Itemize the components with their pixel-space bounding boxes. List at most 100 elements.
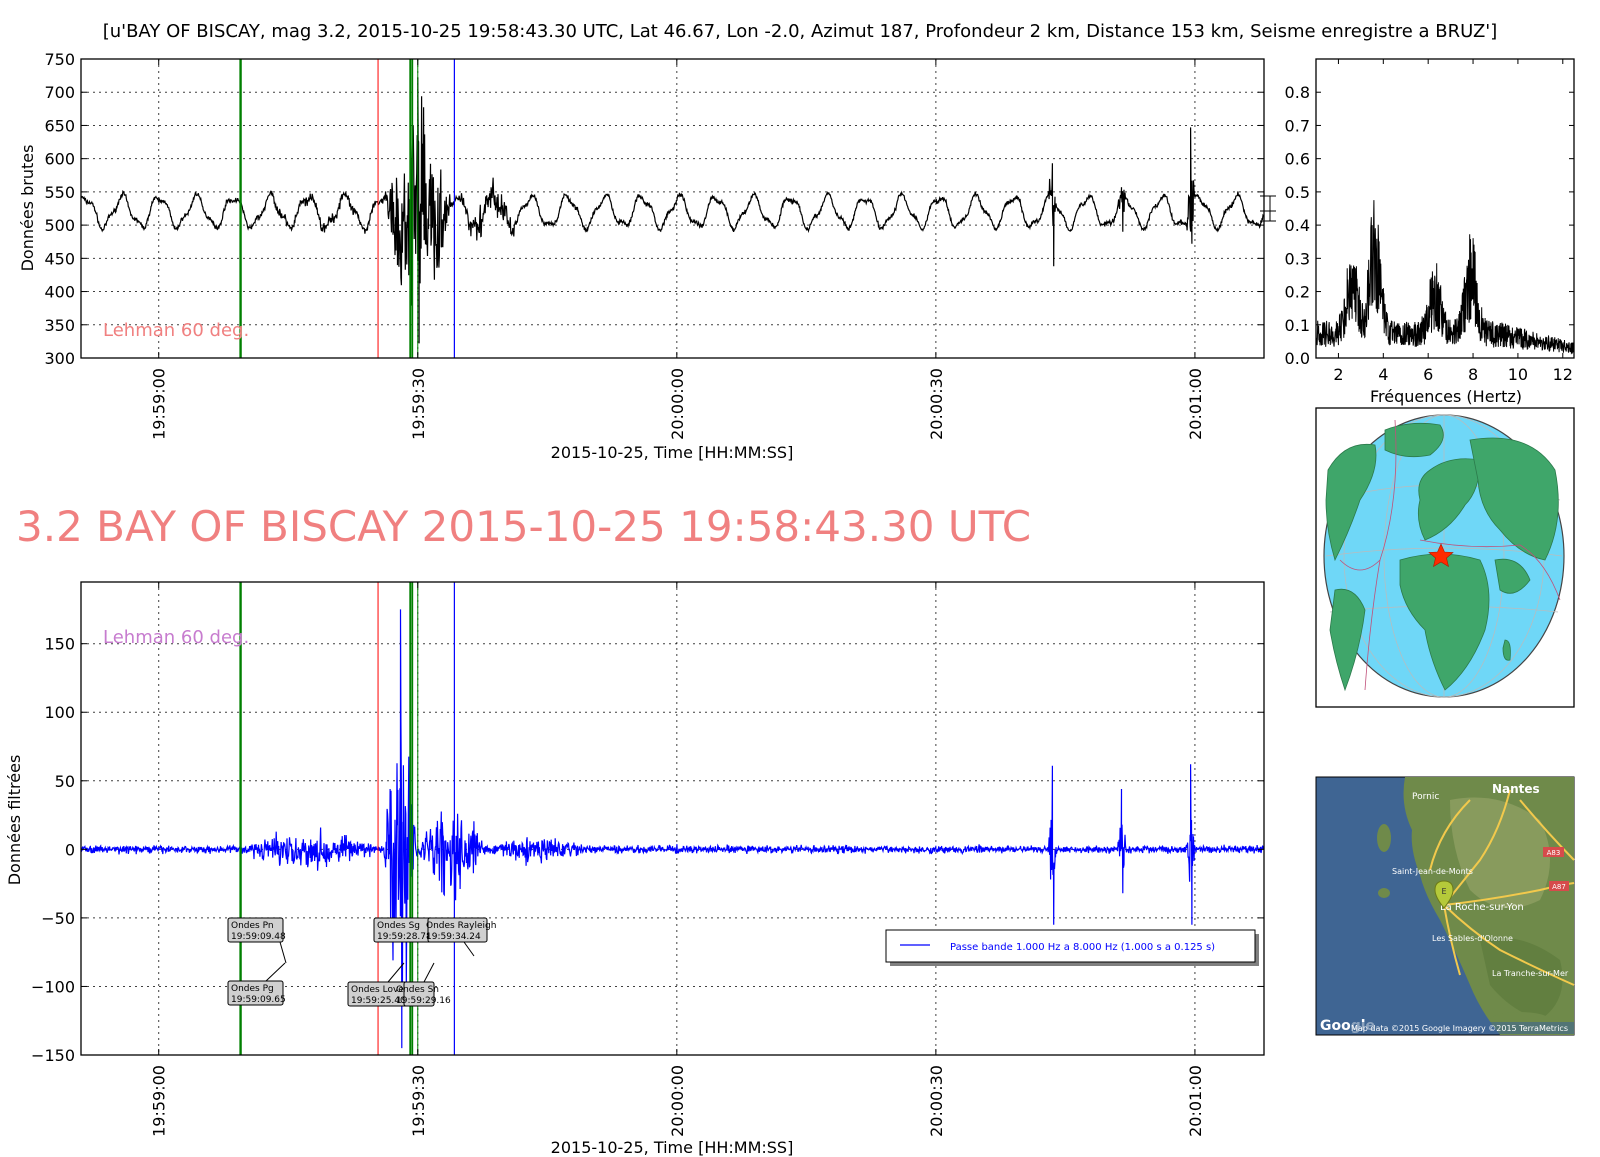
y-tick-label: 300 [44, 349, 75, 368]
phase-label-time: 19:59:34.24 [426, 932, 481, 942]
phase-label-title: Ondes Sg [377, 921, 420, 931]
map-land-patch [1450, 797, 1550, 908]
phase-label-love: Ondes Love 19:59:25.40 [347, 962, 409, 1007]
map-place-label: Les Sables-d'Olonne [1432, 934, 1513, 943]
phase-arrow [387, 962, 405, 983]
map-land-patch [1480, 937, 1563, 1020]
spectrum-x-axis-label: Fréquences (Hertz) [1370, 387, 1522, 406]
phase-label-title: Ondes Sn [396, 985, 439, 995]
x-tick-label: 19:59:00 [150, 1065, 169, 1137]
map-road-shield [1543, 847, 1564, 857]
phase-label-box [227, 980, 284, 1006]
map-island [1377, 824, 1391, 852]
map-place-labels: Pornic Nantes Saint-Jean-de-Monts La Roc… [1392, 782, 1569, 978]
raw-y-axis-label: Données brutes [18, 145, 37, 272]
x-tick-label: 4 [1378, 365, 1388, 384]
y-tick-label: −50 [41, 909, 75, 928]
filtered-data-panel: −150 −100 −50 0 50 100 150 19:59:00 19:59:30 20:… [5, 581, 1265, 1157]
filtered-legend: Passe bande 1.000 Hz a 8.000 Hz (1.000 s… [885, 929, 1259, 966]
legend-box [885, 929, 1256, 963]
phase-annotations: Ondes Pn 19:59:09.48 Ondes Pg 19:59:09.6… [227, 917, 496, 1007]
phase-label-sn: Ondes Sn 19:59:29.16 [396, 962, 451, 1007]
phase-label-box [227, 917, 284, 943]
map-place-label: Saint-Jean-de-Monts [1392, 867, 1473, 876]
filtered-plot-frame [80, 581, 1265, 1056]
globe-plate-boundaries [1339, 419, 1561, 691]
x-tick-label: 20:01:00 [1186, 368, 1205, 440]
x-tick-label: 8 [1468, 365, 1478, 384]
raw-phase-lines [239, 59, 455, 358]
x-tick-label: 6 [1423, 365, 1433, 384]
map-roads [1429, 789, 1575, 986]
y-tick-label: 100 [44, 703, 75, 722]
x-tick-label: 20:00:00 [668, 1065, 687, 1137]
raw-x-axis: 19:59:00 19:59:30 20:00:00 20:00:30 20:01:00 [150, 59, 1205, 440]
phase-label-rayleigh: Ondes Rayleigh 19:59:34.24 [426, 917, 496, 957]
phase-label-time: 19:59:09.48 [231, 932, 286, 942]
y-tick-label: 750 [44, 50, 75, 69]
y-tick-label: 450 [44, 249, 75, 268]
map-place-label: Nantes [1492, 782, 1540, 796]
event-headline: 3.2 BAY OF BISCAY 2015-10-25 19:58:43.30… [16, 502, 1031, 551]
x-tick-label: 10 [1508, 365, 1528, 384]
filtered-phase-lines [239, 582, 455, 1055]
x-tick-label: 20:00:30 [927, 368, 946, 440]
y-tick-label: −100 [31, 977, 75, 996]
filtered-y-axis: −150 −100 −50 0 50 100 150 [31, 635, 1264, 1065]
y-tick-label: 700 [44, 83, 75, 102]
phase-label-title: Ondes Love [351, 985, 404, 995]
raw-plot-frame [80, 58, 1265, 359]
phase-label-pn: Ondes Pn 19:59:09.48 [227, 917, 287, 964]
spectrum-line [1315, 200, 1575, 355]
map-pin-icon[interactable]: E [1434, 880, 1454, 909]
x-tick-label: 19:59:30 [409, 1065, 428, 1137]
y-tick-label: 400 [44, 283, 75, 302]
map-road-label: A87 [1552, 883, 1566, 891]
map-attribution-bg [1350, 1022, 1574, 1034]
raw-trace-line [80, 77, 1265, 344]
y-tick-label: 0.1 [1285, 316, 1310, 335]
raw-x-axis-label: 2015-10-25, Time [HH:MM:SS] [551, 443, 794, 462]
x-tick-label: 12 [1553, 365, 1573, 384]
y-tick-label: 350 [44, 316, 75, 335]
local-satellite-map[interactable]: A83 A87 Pornic Nantes Saint-Jean-de-Mont… [1315, 776, 1575, 1036]
raw-y-axis: 300 350 400 450 500 550 600 650 700 750 [44, 50, 1264, 368]
phase-label-title: Ondes Pn [231, 921, 274, 931]
figure-title: [u'BAY OF BISCAY, mag 3.2, 2015-10-25 19… [103, 21, 1498, 42]
y-tick-label: 0.6 [1285, 150, 1310, 169]
raw-lehman-annotation: Lehman 60 deg. [103, 320, 249, 341]
map-pin-label: E [1441, 887, 1446, 896]
map-place-label: Pornic [1412, 792, 1439, 802]
spectrum-panel: 0.0 0.1 0.2 0.3 0.4 0.5 0.6 0.7 0.8 2 4 6 8 10 12 Fré… [1285, 58, 1575, 406]
phase-label-time: 19:59:09.65 [231, 995, 286, 1005]
phase-arrow [265, 962, 286, 982]
spectrum-plot-frame [1315, 58, 1575, 359]
map-road-shield [1549, 881, 1569, 891]
y-tick-label: 550 [44, 183, 75, 202]
phase-label-time: 19:59:28.78 [377, 932, 432, 942]
filtered-y-axis-label: Données filtrées [5, 755, 24, 886]
spectrum-y-axis: 0.0 0.1 0.2 0.3 0.4 0.5 0.6 0.7 0.8 [1285, 83, 1574, 368]
y-tick-label: 500 [44, 216, 75, 235]
filtered-x-axis: 19:59:00 19:59:30 20:00:00 20:00:30 20:01:00 [150, 582, 1205, 1137]
phase-label-time: 19:59:25.40 [351, 996, 406, 1006]
y-tick-label: 50 [55, 772, 75, 791]
x-tick-label: 19:59:30 [409, 368, 428, 440]
phase-label-sg: Ondes Sg 19:59:28.78 [373, 917, 435, 943]
y-tick-label: 0 [65, 840, 75, 859]
y-tick-label: 0.3 [1285, 249, 1310, 268]
world-globe-map [1315, 407, 1575, 708]
epicenter-star-icon [1428, 543, 1454, 568]
y-tick-label: 650 [44, 116, 75, 135]
map-attribution: Map data ©2015 Google Imagery ©2015 Terr… [1351, 1024, 1568, 1033]
filtered-x-axis-label: 2015-10-25, Time [HH:MM:SS] [551, 1138, 794, 1157]
y-tick-label: 0.8 [1285, 83, 1310, 102]
y-tick-label: 0.7 [1285, 116, 1310, 135]
map-place-label: La Tranche-sur-Mer [1492, 969, 1569, 978]
phase-label-box [427, 917, 488, 943]
phase-label-box [403, 981, 435, 1007]
phase-arrow [279, 941, 287, 964]
map-island [1378, 888, 1390, 898]
